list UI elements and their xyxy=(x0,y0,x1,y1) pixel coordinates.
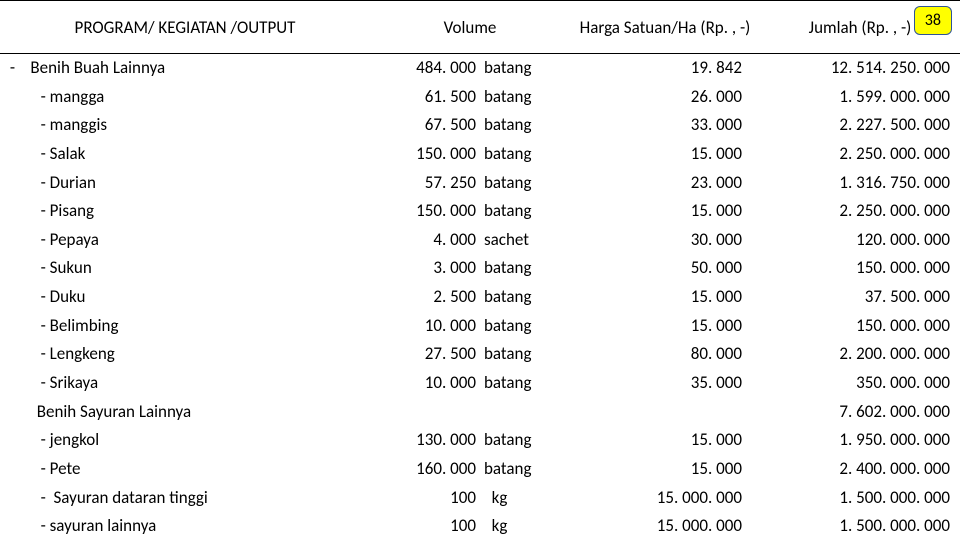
table-row-jumlah: 1. 950. 000. 000 xyxy=(760,426,960,455)
table-row-volunit: batang xyxy=(480,426,570,455)
table-row-volunit: batang xyxy=(480,369,570,398)
table-row-jumlah: 2. 400. 000. 000 xyxy=(760,455,960,484)
table-row-jumlah: 2. 250. 000. 000 xyxy=(760,140,960,169)
table-row-volnum: 100 xyxy=(370,484,480,513)
table-row-volnum: 3. 000 xyxy=(370,254,480,283)
table-row-volunit: batang xyxy=(480,54,570,83)
table-row-volunit: sachet xyxy=(480,226,570,255)
table-row-harga: 15. 000. 000 xyxy=(570,512,760,541)
table-row-volunit: batang xyxy=(480,312,570,341)
table-row-jumlah: 150. 000. 000 xyxy=(760,312,960,341)
data-table: PROGRAM/ KEGIATAN /OUTPUT Volume Harga S… xyxy=(0,0,960,541)
table-row-volunit xyxy=(480,398,570,427)
table-row-program: - Salak xyxy=(0,140,370,169)
table-row-volnum: 61. 500 xyxy=(370,83,480,112)
table-row-volunit: batang xyxy=(480,111,570,140)
table-row-harga: 15. 000 xyxy=(570,312,760,341)
header-harga: Harga Satuan/Ha (Rp. , -) xyxy=(570,0,760,54)
table-row-jumlah: 1. 500. 000. 000 xyxy=(760,512,960,541)
table-row-volunit: kg xyxy=(480,484,570,513)
table-row-jumlah: 12. 514. 250. 000 xyxy=(760,54,960,83)
table-row-volnum: 130. 000 xyxy=(370,426,480,455)
table-row-program: - Pepaya xyxy=(0,226,370,255)
table-row-volunit: batang xyxy=(480,254,570,283)
table-row-harga: 80. 000 xyxy=(570,340,760,369)
table-row-program: - mangga xyxy=(0,83,370,112)
table-row-program: - Pisang xyxy=(0,197,370,226)
table-row-volnum: 484. 000 xyxy=(370,54,480,83)
table-row-volnum xyxy=(370,398,480,427)
table-row-jumlah: 2. 250. 000. 000 xyxy=(760,197,960,226)
header-volume: Volume xyxy=(370,0,570,54)
table-row-program: - Duku xyxy=(0,283,370,312)
table-row-program: - Belimbing xyxy=(0,312,370,341)
table-row-volnum: 10. 000 xyxy=(370,369,480,398)
table-row-volunit: batang xyxy=(480,283,570,312)
table-row-jumlah: 1. 500. 000. 000 xyxy=(760,484,960,513)
table-row-program: - Durian xyxy=(0,169,370,198)
table-row-volnum: 4. 000 xyxy=(370,226,480,255)
table-row-harga: 15. 000 xyxy=(570,197,760,226)
table-row-program: - Benih Buah Lainnya xyxy=(0,54,370,83)
table-row-harga: 26. 000 xyxy=(570,83,760,112)
table-row-harga xyxy=(570,398,760,427)
table-row-program: - Sayuran dataran tinggi xyxy=(0,484,370,513)
table-row-volnum: 2. 500 xyxy=(370,283,480,312)
table-row-jumlah: 150. 000. 000 xyxy=(760,254,960,283)
table-row-volnum: 57. 250 xyxy=(370,169,480,198)
table-row-volunit: batang xyxy=(480,197,570,226)
table-row-harga: 15. 000 xyxy=(570,283,760,312)
table-row-harga: 50. 000 xyxy=(570,254,760,283)
table-row-volunit: kg xyxy=(480,512,570,541)
table-row-harga: 15. 000 xyxy=(570,455,760,484)
table-row-harga: 19. 842 xyxy=(570,54,760,83)
table-row-jumlah: 37. 500. 000 xyxy=(760,283,960,312)
table-row-program: Benih Sayuran Lainnya xyxy=(0,398,370,427)
table-row-volnum: 150. 000 xyxy=(370,197,480,226)
table-row-program: - manggis xyxy=(0,111,370,140)
table-row-program: - Pete xyxy=(0,455,370,484)
table-row-program: - jengkol xyxy=(0,426,370,455)
table-row-jumlah: 350. 000. 000 xyxy=(760,369,960,398)
table-row-volnum: 160. 000 xyxy=(370,455,480,484)
table-row-program: - Lengkeng xyxy=(0,340,370,369)
table-row-volunit: batang xyxy=(480,140,570,169)
table-row-jumlah: 1. 316. 750. 000 xyxy=(760,169,960,198)
table-row-harga: 35. 000 xyxy=(570,369,760,398)
table-row-volunit: batang xyxy=(480,169,570,198)
table-row-volnum: 67. 500 xyxy=(370,111,480,140)
table-row-jumlah: 2. 200. 000. 000 xyxy=(760,340,960,369)
table-row-volunit: batang xyxy=(480,340,570,369)
table-row-jumlah: 120. 000. 000 xyxy=(760,226,960,255)
table-row-program: - Srikaya xyxy=(0,369,370,398)
table-row-program: - Sukun xyxy=(0,254,370,283)
table-row-jumlah: 1. 599. 000. 000 xyxy=(760,83,960,112)
table-row-volnum: 10. 000 xyxy=(370,312,480,341)
table-row-volnum: 100 xyxy=(370,512,480,541)
table-row-jumlah: 7. 602. 000. 000 xyxy=(760,398,960,427)
table-row-volnum: 150. 000 xyxy=(370,140,480,169)
table-row-program: - sayuran lainnya xyxy=(0,512,370,541)
table-row-harga: 33. 000 xyxy=(570,111,760,140)
table-row-harga: 23. 000 xyxy=(570,169,760,198)
table-row-harga: 15. 000 xyxy=(570,140,760,169)
table-row-volunit: batang xyxy=(480,83,570,112)
table-row-harga: 15. 000. 000 xyxy=(570,484,760,513)
table-row-volnum: 27. 500 xyxy=(370,340,480,369)
header-program: PROGRAM/ KEGIATAN /OUTPUT xyxy=(0,0,370,54)
table-row-volunit: batang xyxy=(480,455,570,484)
table-row-harga: 30. 000 xyxy=(570,226,760,255)
table-row-harga: 15. 000 xyxy=(570,426,760,455)
table-row-jumlah: 2. 227. 500. 000 xyxy=(760,111,960,140)
page-badge: 38 xyxy=(914,6,952,35)
